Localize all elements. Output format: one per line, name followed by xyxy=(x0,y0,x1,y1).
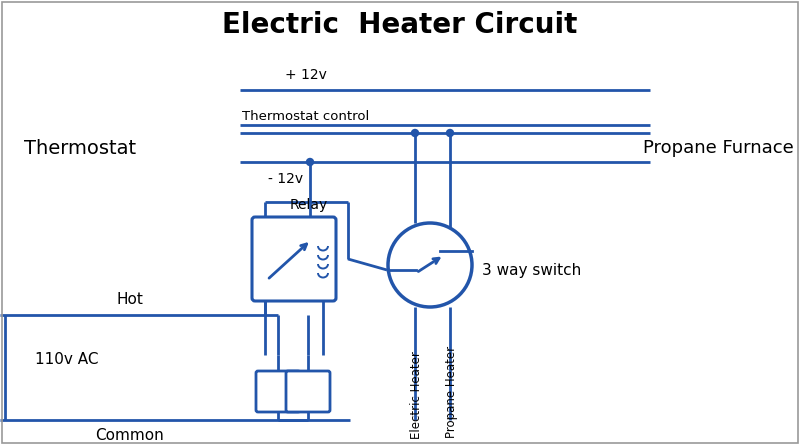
FancyBboxPatch shape xyxy=(252,217,336,301)
Text: Relay: Relay xyxy=(290,198,328,212)
Circle shape xyxy=(411,129,418,137)
Text: Thermostat: Thermostat xyxy=(24,138,136,158)
Text: Electric Heater: Electric Heater xyxy=(410,351,423,439)
FancyBboxPatch shape xyxy=(286,371,330,412)
Text: + 12v: + 12v xyxy=(285,68,327,82)
Text: Propane Heater: Propane Heater xyxy=(446,346,458,438)
Text: Hot: Hot xyxy=(117,292,143,307)
Circle shape xyxy=(446,129,454,137)
Text: Common: Common xyxy=(96,428,164,443)
Text: 3 way switch: 3 way switch xyxy=(482,263,582,278)
Text: 110v AC: 110v AC xyxy=(35,352,98,368)
Circle shape xyxy=(306,158,314,166)
Text: Electric  Heater Circuit: Electric Heater Circuit xyxy=(222,11,578,39)
FancyBboxPatch shape xyxy=(256,371,300,412)
Text: Thermostat control: Thermostat control xyxy=(242,110,370,123)
Text: Propane Furnace: Propane Furnace xyxy=(642,139,794,157)
Text: - 12v: - 12v xyxy=(268,172,303,186)
